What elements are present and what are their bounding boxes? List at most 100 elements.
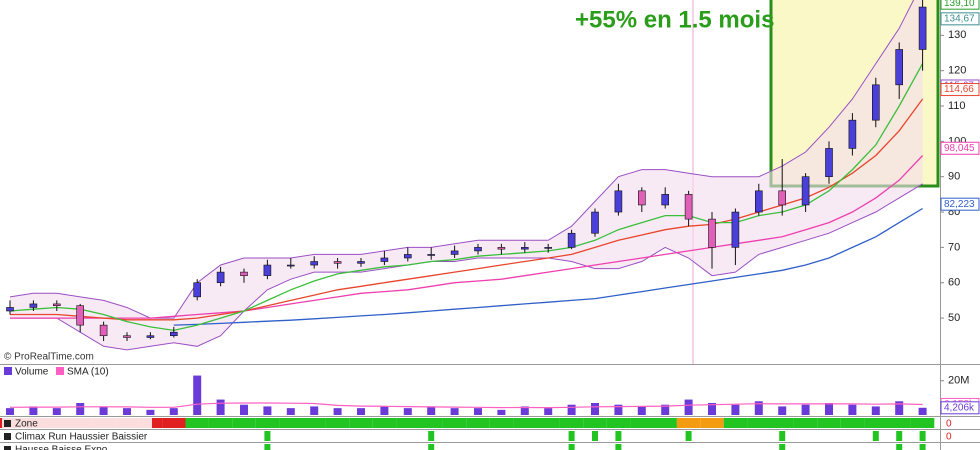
moving-average xyxy=(173,207,923,326)
moving-average xyxy=(10,155,924,319)
volume-bar xyxy=(591,403,599,415)
zone-cell xyxy=(396,418,420,428)
panel-label-bg xyxy=(2,431,152,442)
y-tick-label: 110 xyxy=(948,100,966,112)
last-value-label: 98,045 xyxy=(944,143,975,154)
candle-body xyxy=(801,176,810,206)
volume-bar xyxy=(286,408,295,415)
zone-cell xyxy=(232,418,256,428)
candle-body xyxy=(357,261,365,264)
signal-mark xyxy=(896,444,903,450)
zone-cell xyxy=(747,418,771,428)
candle-body xyxy=(450,250,459,255)
candle-body xyxy=(380,257,389,262)
signal-mark xyxy=(685,431,692,441)
volume-bar xyxy=(169,408,178,415)
zone-cell xyxy=(466,418,490,428)
volume-bar xyxy=(29,406,38,415)
volume-bar xyxy=(450,408,459,415)
zone-cell xyxy=(536,418,560,428)
signal-mark xyxy=(592,431,598,441)
candle-body xyxy=(871,84,880,121)
candle-body xyxy=(825,148,833,177)
volume-bar xyxy=(801,404,810,415)
y-tick-label: 20M xyxy=(948,375,969,387)
legend-label: Volume xyxy=(15,367,49,378)
volume-bar xyxy=(871,406,880,415)
volume-bar xyxy=(684,399,693,415)
candle-body xyxy=(76,305,84,326)
candle-body xyxy=(684,194,693,220)
zone-cell xyxy=(372,418,397,428)
zone-cell xyxy=(208,418,233,428)
volume-bar xyxy=(567,404,576,415)
candle-body xyxy=(708,218,716,248)
zone-cell xyxy=(653,418,677,428)
volume-bar xyxy=(497,409,506,415)
zone-cell xyxy=(864,418,888,428)
candle-body xyxy=(731,211,740,248)
zone-cell xyxy=(887,418,911,428)
zone-cell xyxy=(676,418,701,428)
candle-body xyxy=(146,335,155,338)
volume-bar xyxy=(427,406,436,415)
candle-body xyxy=(240,271,248,276)
volume-bar xyxy=(520,406,529,415)
zone-cell xyxy=(630,418,654,428)
panel-title: Zone xyxy=(15,419,38,430)
volume-bar xyxy=(146,409,155,415)
candle-body xyxy=(170,331,178,337)
candle-body xyxy=(497,247,506,250)
zone-cell xyxy=(793,418,818,428)
candle-body xyxy=(6,307,14,312)
candle-body xyxy=(310,261,319,266)
volume-bar xyxy=(357,408,365,415)
last-value-box xyxy=(940,401,980,415)
candle-body xyxy=(216,271,225,284)
credit: © ProRealTime.com xyxy=(4,352,94,363)
signal-mark xyxy=(919,431,926,441)
signal-mark xyxy=(264,431,271,441)
signal-mark xyxy=(779,431,786,441)
last-value-box xyxy=(940,197,980,211)
candle-body xyxy=(333,261,342,264)
last-value-label: 114,66 xyxy=(944,84,974,95)
zone-cell xyxy=(606,418,631,428)
signal-mark xyxy=(615,444,622,450)
last-value-box xyxy=(940,141,980,155)
volume-bar xyxy=(848,404,857,415)
panel-title: Climax Run Haussier Baissier xyxy=(15,432,148,443)
signal-mark xyxy=(428,431,435,441)
zone-cell xyxy=(255,418,280,428)
volume-bar xyxy=(263,406,272,415)
last-value-label: 4,206k xyxy=(944,402,975,413)
last-value-label: 82,223 xyxy=(944,199,975,210)
candle-body xyxy=(99,324,108,337)
candle-body xyxy=(123,335,131,338)
zone-cell xyxy=(559,418,584,428)
candle-body xyxy=(263,264,272,276)
volume-bar xyxy=(637,406,646,415)
zone-cell xyxy=(419,418,443,428)
panel-value: 0 xyxy=(946,432,952,443)
signal-mark xyxy=(264,444,271,450)
panel-swatch xyxy=(4,420,11,427)
zone-cell xyxy=(325,418,350,428)
signal-mark xyxy=(779,444,786,450)
volume-bar xyxy=(99,406,108,415)
volume-bar xyxy=(333,408,342,415)
volume-bar xyxy=(778,406,787,415)
legend-label: SMA (10) xyxy=(67,367,109,378)
candle-body xyxy=(918,6,927,50)
zone-cell xyxy=(279,418,303,428)
zone-cell xyxy=(700,418,724,428)
candle-body xyxy=(193,282,201,298)
volume-bar xyxy=(6,408,14,415)
candle-body xyxy=(661,194,670,206)
last-value-label: 134,67 xyxy=(944,13,975,24)
volume-bar xyxy=(614,404,623,415)
volume-bar xyxy=(661,404,670,415)
volume-bar xyxy=(310,406,319,415)
signal-mark xyxy=(615,431,622,441)
candle-body xyxy=(848,119,857,149)
